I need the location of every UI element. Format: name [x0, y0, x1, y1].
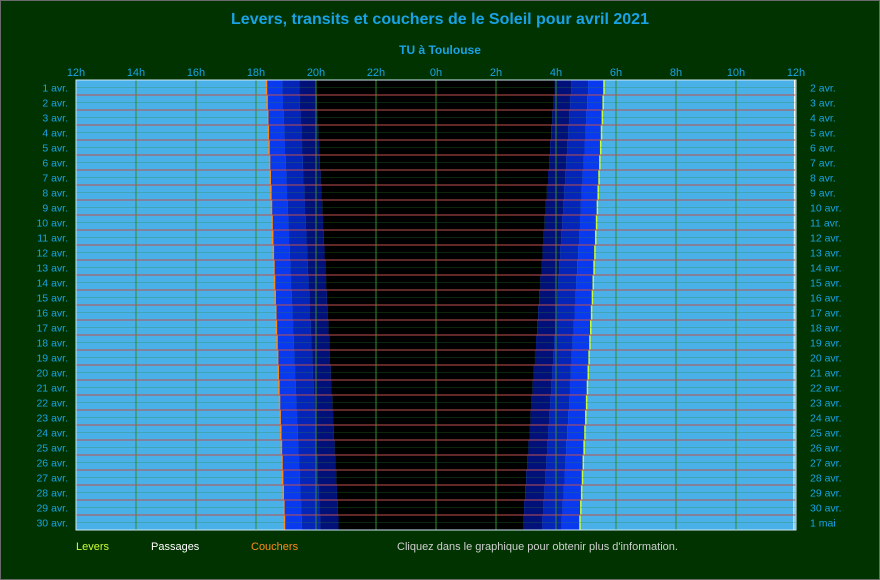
x-tick-label: 8h: [670, 67, 682, 79]
row-label-left: 6 avr.: [42, 158, 68, 170]
x-tick-label: 22h: [367, 67, 385, 79]
row-label-left: 17 avr.: [36, 323, 68, 335]
row-label-left: 29 avr.: [36, 503, 68, 515]
row-label-left: 10 avr.: [36, 218, 68, 230]
x-tick-label: 2h: [490, 67, 502, 79]
row-label-left: 1 avr.: [42, 83, 68, 95]
row-label-right: 15 avr.: [810, 278, 842, 290]
row-label-left: 19 avr.: [36, 353, 68, 365]
row-label-right: 6 avr.: [810, 143, 836, 155]
row-label-left: 28 avr.: [36, 488, 68, 500]
row-label-left: 5 avr.: [42, 143, 68, 155]
row-label-right: 7 avr.: [810, 158, 836, 170]
row-label-right: 18 avr.: [810, 323, 842, 335]
x-tick-label: 4h: [550, 67, 562, 79]
row-label-right: 3 avr.: [810, 98, 836, 110]
click-hint: Cliquez dans le graphique pour obtenir p…: [397, 541, 678, 553]
row-label-left: 3 avr.: [42, 113, 68, 125]
row-label-left: 24 avr.: [36, 428, 68, 440]
row-label-right: 29 avr.: [810, 488, 842, 500]
row-label-left: 23 avr.: [36, 413, 68, 425]
row-label-right: 25 avr.: [810, 428, 842, 440]
row-label-right: 27 avr.: [810, 458, 842, 470]
row-label-right: 10 avr.: [810, 203, 842, 215]
plot-border: [75, 79, 797, 531]
row-label-right: 23 avr.: [810, 398, 842, 410]
chart-title: Levers, transits et couchers de le Solei…: [231, 11, 649, 28]
legend-transit: Passages: [151, 541, 200, 553]
x-tick-label: 12h: [787, 67, 805, 79]
row-label-left: 15 avr.: [36, 293, 68, 305]
row-label-right: 20 avr.: [810, 353, 842, 365]
row-label-right: 21 avr.: [810, 368, 842, 380]
row-label-left: 2 avr.: [42, 98, 68, 110]
row-label-right: 19 avr.: [810, 338, 842, 350]
x-tick-label: 16h: [187, 67, 205, 79]
x-tick-label: 20h: [307, 67, 325, 79]
row-label-left: 7 avr.: [42, 173, 68, 185]
row-label-left: 4 avr.: [42, 128, 68, 140]
row-label-right: 4 avr.: [810, 113, 836, 125]
row-label-right: 17 avr.: [810, 308, 842, 320]
row-label-right: 1 mai: [810, 518, 836, 530]
x-tick-label: 18h: [247, 67, 265, 79]
row-label-right: 2 avr.: [810, 83, 836, 95]
row-label-left: 30 avr.: [36, 518, 68, 530]
x-tick-label: 6h: [610, 67, 622, 79]
row-label-left: 9 avr.: [42, 203, 68, 215]
row-label-left: 25 avr.: [36, 443, 68, 455]
row-label-left: 12 avr.: [36, 248, 68, 260]
row-label-right: 22 avr.: [810, 383, 842, 395]
row-label-right: 13 avr.: [810, 248, 842, 260]
chart-subtitle: TU à Toulouse: [399, 43, 481, 57]
row-label-right: 5 avr.: [810, 128, 836, 140]
row-label-left: 27 avr.: [36, 473, 68, 485]
row-label-left: 20 avr.: [36, 368, 68, 380]
row-label-right: 26 avr.: [810, 443, 842, 455]
row-label-right: 16 avr.: [810, 293, 842, 305]
x-tick-label: 0h: [430, 67, 442, 79]
x-tick-label: 14h: [127, 67, 145, 79]
row-label-left: 21 avr.: [36, 383, 68, 395]
x-tick-label: 10h: [727, 67, 745, 79]
legend-rise: Levers: [76, 541, 110, 553]
row-label-right: 30 avr.: [810, 503, 842, 515]
row-label-right: 28 avr.: [810, 473, 842, 485]
row-label-left: 14 avr.: [36, 278, 68, 290]
row-label-left: 13 avr.: [36, 263, 68, 275]
row-label-left: 11 avr.: [37, 233, 68, 245]
row-label-left: 16 avr.: [36, 308, 68, 320]
row-label-right: 24 avr.: [810, 413, 842, 425]
x-tick-label: 12h: [67, 67, 85, 79]
row-label-left: 18 avr.: [36, 338, 68, 350]
row-label-right: 12 avr.: [810, 233, 842, 245]
row-label-right: 14 avr.: [810, 263, 842, 275]
legend-set: Couchers: [251, 541, 299, 553]
row-label-right: 9 avr.: [810, 188, 836, 200]
row-label-left: 22 avr.: [36, 398, 68, 410]
row-label-right: 8 avr.: [810, 173, 836, 185]
row-label-right: 11 avr.: [810, 218, 841, 230]
row-label-left: 26 avr.: [36, 458, 68, 470]
row-label-left: 8 avr.: [42, 188, 68, 200]
